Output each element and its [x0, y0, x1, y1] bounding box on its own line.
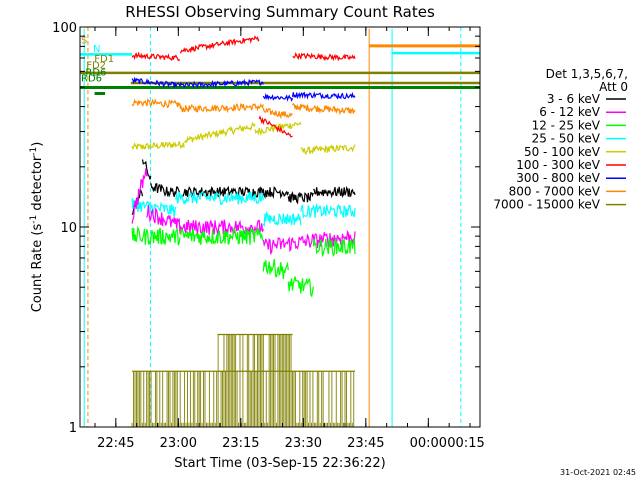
- series-line-800-7000: [131, 97, 356, 119]
- legend-label: 50 - 100 keV: [524, 145, 601, 159]
- series-line-50-100: [131, 121, 356, 156]
- y-axis-label-sup: -1: [29, 215, 39, 224]
- series-line-12-25: [131, 225, 356, 298]
- y-tick-label: 1: [69, 421, 77, 436]
- flag-label-0: S: [81, 36, 87, 47]
- series-line-100-300: [131, 35, 356, 138]
- x-tick-label: 00:00: [410, 436, 447, 451]
- flag-label-5: RD6: [85, 68, 106, 79]
- x-axis-label: Start Time (03-Sep-15 22:36:22): [174, 456, 385, 471]
- x-tick-label: 23:15: [222, 436, 259, 451]
- flag-label-2: FD1: [94, 54, 114, 65]
- flag-label-3: FD2: [86, 61, 106, 72]
- timestamp: 31-Oct-2021 02:45: [560, 468, 636, 477]
- y-axis-label-main: Count Rate (s: [30, 224, 45, 313]
- flag-label-4: RD6: [81, 74, 102, 85]
- legend-label: 800 - 7000 keV: [509, 184, 601, 198]
- y-tick-label: 10: [60, 221, 77, 236]
- legend-label: 100 - 300 keV: [516, 158, 600, 172]
- flag-label-1: N: [93, 44, 100, 55]
- legend-header-attenuator: Att 0: [599, 80, 628, 94]
- legend-label: 300 - 800 keV: [516, 171, 600, 185]
- legend-label: 7000 - 15000 keV: [493, 198, 600, 212]
- legend-label: 3 - 6 keV: [547, 92, 601, 106]
- x-tick-label: 23:00: [160, 436, 197, 451]
- legend-header-detectors: Det 1,3,5,6,7,: [546, 67, 628, 81]
- series-line-300-800: [131, 76, 356, 102]
- y-axis-label-tail: detector: [30, 155, 45, 215]
- legend-label: 25 - 50 keV: [532, 132, 601, 146]
- y-axis-label-sup-2: -1: [29, 147, 39, 156]
- x-tick-label: 22:45: [97, 436, 134, 451]
- chart-title: RHESSI Observing Summary Count Rates: [125, 3, 435, 21]
- x-tick-label: 23:30: [285, 436, 322, 451]
- legend-label: 12 - 25 keV: [532, 118, 601, 132]
- x-tick-label: 23:45: [347, 436, 384, 451]
- x-tick-label: 00:15: [447, 436, 484, 451]
- series-line-25-50: [131, 190, 356, 228]
- legend-label: 6 - 12 keV: [539, 105, 601, 119]
- y-axis-label: Count Rate (s-1 detector-1): [29, 142, 45, 313]
- axes: 1 10 100 22:45 23:00 23:15 23:30 23:45 00:00 00:1…: [52, 21, 485, 451]
- series-line-6-12: [131, 168, 356, 256]
- y-axis-label-end: ): [30, 142, 45, 147]
- y-tick-label: 100: [52, 21, 77, 36]
